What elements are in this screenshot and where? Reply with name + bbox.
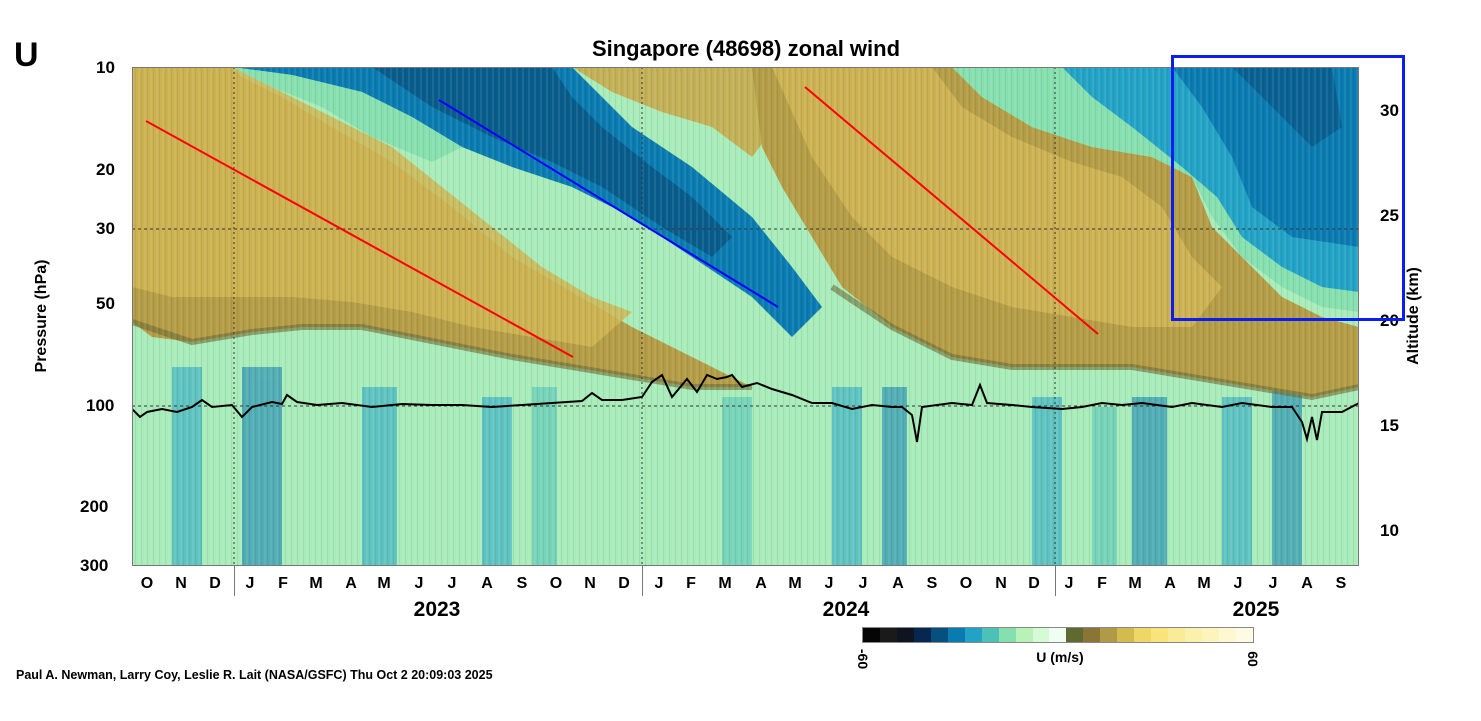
month-label: M (1197, 575, 1211, 592)
year-label-2025: 2025 (1232, 598, 1280, 621)
y-tick-200: 200 (80, 497, 109, 516)
panel-letter: U (14, 36, 39, 74)
y-tick-30: 30 (96, 219, 115, 238)
month-label: S (926, 575, 938, 592)
month-label: M (718, 575, 732, 592)
month-label: J (824, 575, 834, 592)
month-label: D (618, 575, 630, 592)
year-divider (642, 566, 643, 596)
month-label: M (377, 575, 391, 592)
month-label: M (788, 575, 802, 592)
month-label: S (516, 575, 528, 592)
month-label: J (447, 575, 457, 592)
month-label: O (140, 575, 154, 592)
month-label: J (245, 575, 255, 592)
month-label: A (892, 575, 904, 592)
colorbar-label: U (m/s) (1036, 649, 1084, 665)
month-label: A (755, 575, 767, 592)
month-label: M (309, 575, 323, 592)
highlight-box (1171, 55, 1405, 321)
month-label: J (1064, 575, 1074, 592)
red-trend-line-1 (145, 120, 574, 358)
month-label: F (278, 575, 288, 592)
y-axis-left-label: Pressure (hPa) (33, 259, 50, 373)
y-tick-300: 300 (80, 556, 109, 575)
colorbar (862, 627, 1254, 643)
month-label: D (209, 575, 221, 592)
month-label: D (1028, 575, 1040, 592)
colorbar-min-label: -60 (855, 648, 872, 670)
year-divider (1055, 566, 1056, 596)
credit-footer: Paul A. Newman, Larry Coy, Leslie R. Lai… (16, 668, 493, 682)
month-label: S (1335, 575, 1347, 592)
y-axis-right-label: Altitude (km) (1405, 267, 1422, 365)
heatmap-plot (132, 67, 1359, 566)
blue-trend-line (438, 99, 779, 308)
month-label: N (175, 575, 187, 592)
month-label: J (654, 575, 664, 592)
year-label-2024: 2024 (822, 598, 870, 621)
y-tick-100: 100 (86, 396, 115, 415)
month-label: A (345, 575, 357, 592)
alt-tick-25: 25 (1380, 206, 1399, 225)
alt-tick-30: 30 (1380, 101, 1399, 120)
month-label: J (858, 575, 868, 592)
year-label-2023: 2023 (413, 598, 461, 621)
red-trend-line-2 (804, 86, 1099, 335)
month-label: M (1128, 575, 1142, 592)
month-label: N (995, 575, 1007, 592)
colorbar-max-label: 60 (1244, 651, 1261, 667)
month-label: O (549, 575, 563, 592)
month-label: O (959, 575, 973, 592)
month-label: A (1301, 575, 1313, 592)
month-label: A (481, 575, 493, 592)
y-tick-10: 10 (96, 58, 115, 77)
month-label: F (686, 575, 696, 592)
month-label: F (1097, 575, 1107, 592)
y-tick-50: 50 (96, 294, 115, 313)
alt-tick-15: 15 (1380, 416, 1399, 435)
month-label: A (1164, 575, 1176, 592)
month-label: J (1233, 575, 1243, 592)
alt-tick-10: 10 (1380, 521, 1399, 540)
month-label: J (1268, 575, 1278, 592)
year-divider (234, 566, 235, 596)
y-tick-20: 20 (96, 160, 115, 179)
month-label: J (414, 575, 424, 592)
chart-title: Singapore (48698) zonal wind (591, 36, 901, 61)
month-label: N (584, 575, 596, 592)
